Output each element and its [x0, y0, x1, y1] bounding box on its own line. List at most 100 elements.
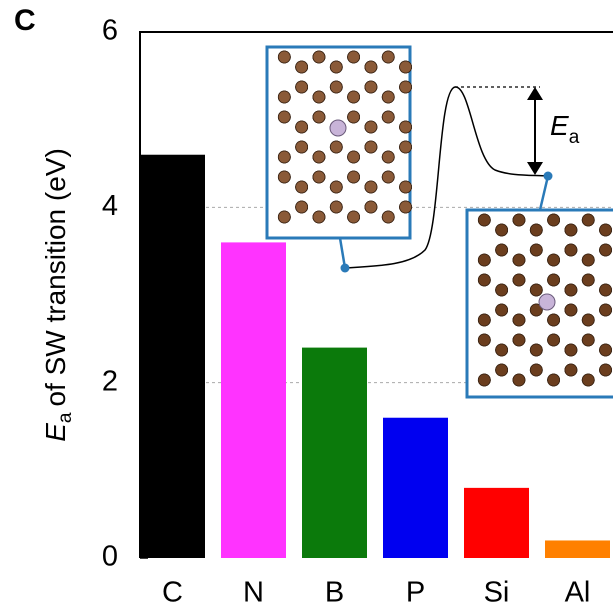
atom — [600, 244, 612, 256]
atom — [565, 344, 577, 356]
atom — [565, 304, 577, 316]
atom — [478, 274, 490, 286]
atom — [582, 334, 594, 346]
atom — [400, 61, 412, 73]
atom — [348, 171, 360, 183]
atom — [365, 61, 377, 73]
atom — [382, 151, 394, 163]
connector — [540, 176, 548, 210]
y-tick-label: 4 — [102, 190, 118, 222]
atom — [600, 284, 612, 296]
state-dot — [544, 172, 553, 181]
atom — [296, 121, 308, 133]
atom — [313, 171, 325, 183]
y-label-subscript: a — [55, 412, 76, 423]
atom — [330, 141, 342, 153]
atom — [278, 51, 290, 63]
atom — [513, 374, 525, 386]
atom — [330, 61, 342, 73]
y-label-text: of SW transition (eV) — [40, 148, 71, 406]
bar — [545, 540, 610, 558]
atom — [348, 211, 360, 223]
x-tick-label: N — [243, 577, 264, 609]
bar — [464, 488, 529, 558]
atom — [548, 274, 560, 286]
atom — [478, 214, 490, 226]
atom — [530, 284, 542, 296]
atom — [513, 214, 525, 226]
atom — [296, 81, 308, 93]
atom — [513, 314, 525, 326]
atom — [348, 111, 360, 123]
atom — [278, 151, 290, 163]
bar — [221, 242, 286, 558]
atom — [548, 314, 560, 326]
atom — [582, 214, 594, 226]
atom — [530, 344, 542, 356]
atom — [400, 181, 412, 193]
atom — [382, 51, 394, 63]
dopant-atom — [539, 294, 555, 310]
atom — [582, 274, 594, 286]
atom — [478, 314, 490, 326]
insets: Ea — [267, 47, 613, 397]
atom — [548, 374, 560, 386]
atom — [400, 141, 412, 153]
atom — [382, 111, 394, 123]
annotation: Ea — [550, 110, 580, 148]
atom — [365, 181, 377, 193]
atom — [382, 171, 394, 183]
atom — [296, 141, 308, 153]
atom — [548, 254, 560, 266]
atom — [313, 51, 325, 63]
bar — [383, 418, 448, 558]
atom — [330, 81, 342, 93]
atom — [313, 111, 325, 123]
atom — [530, 244, 542, 256]
atom — [296, 181, 308, 193]
atom — [365, 141, 377, 153]
atom — [478, 374, 490, 386]
atom — [400, 201, 412, 213]
bar — [302, 348, 367, 558]
bar — [140, 155, 205, 558]
atom — [600, 344, 612, 356]
annotation-symbol: E — [550, 110, 569, 141]
atom — [278, 91, 290, 103]
atom — [548, 214, 560, 226]
atom — [313, 91, 325, 103]
atom — [278, 211, 290, 223]
atom — [513, 334, 525, 346]
atom — [382, 91, 394, 103]
atom — [582, 254, 594, 266]
atom — [496, 244, 508, 256]
atom — [496, 304, 508, 316]
atom — [600, 364, 612, 376]
atom — [496, 364, 508, 376]
y-tick-label: 0 — [102, 541, 118, 573]
atom — [513, 254, 525, 266]
atom — [530, 224, 542, 236]
atom — [530, 364, 542, 376]
y-tick-label: 6 — [102, 15, 118, 47]
state-dot — [341, 264, 350, 273]
atom — [330, 201, 342, 213]
atom — [278, 111, 290, 123]
x-tick-label: Si — [484, 577, 510, 609]
atom — [348, 51, 360, 63]
atom — [313, 211, 325, 223]
atom — [478, 334, 490, 346]
atom — [478, 254, 490, 266]
annotation-subscript: a — [569, 127, 580, 148]
atom — [313, 151, 325, 163]
atom — [600, 304, 612, 316]
panel-label: C — [14, 4, 36, 37]
atom — [365, 81, 377, 93]
atom — [348, 91, 360, 103]
atom — [565, 244, 577, 256]
atom — [565, 224, 577, 236]
atom — [296, 61, 308, 73]
atom — [600, 224, 612, 236]
atom — [582, 314, 594, 326]
connector — [340, 238, 345, 268]
